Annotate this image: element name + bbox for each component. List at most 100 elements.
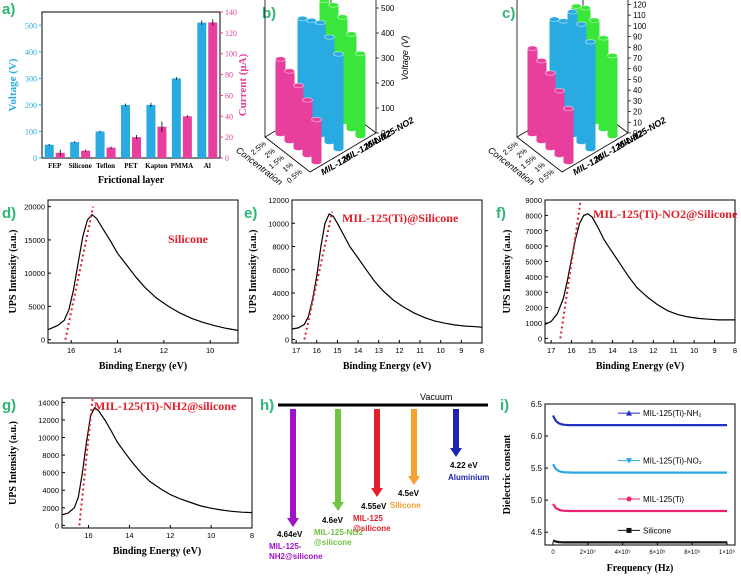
y-tick-label: 4.5 [531,528,543,537]
x-tick-label: 16 [567,346,575,355]
cylinder-body [576,24,587,143]
x-tick-label: 0 [551,550,555,556]
bar-voltage [171,78,181,158]
z-tick-label: 90 [633,33,642,42]
y2-tick-label: 80 [225,71,233,80]
series-line: MIL-125(Ti)-NO₂ [552,457,727,474]
cylinder-base [346,126,357,132]
bar-current [132,137,141,158]
cylinder-bar [284,68,295,144]
arrow-head [371,488,383,497]
y-tick-label: 0 [33,154,37,163]
series-line: Silicone [552,526,727,544]
series-axis-label: MIL-125-NO2 [363,115,416,151]
x-tick-label: 9 [712,346,716,355]
energy-value: 4.6eV [322,516,344,525]
y-tick-label: 10000 [24,269,45,278]
arrow-head [408,476,420,485]
x-tick-label: 15 [333,346,341,355]
cylinder-bar [563,105,574,165]
y2-tick-label: 20 [225,133,233,142]
cylinder-base [545,145,556,151]
cylinder-top [558,18,569,24]
panel-label: h) [260,397,274,414]
tangent-line [559,199,582,339]
y-tick-label: 20000 [24,203,45,212]
y-tick-label: 200 [25,101,37,110]
cylinder-body [355,53,366,136]
bar-voltage [121,104,130,158]
bar-current [182,116,192,158]
x-axis-label: Binding Energy (eV) [99,361,187,372]
panel-d: d) 0 5000 10000 15000 20000 16 14 12 10 Silicone Bi… [2,199,239,372]
x-tick-label: 12 [395,346,403,355]
cylinder-bar [527,45,538,137]
plot-frame [544,403,736,546]
annotation-label: MIL-125(Ti)-NO2@Silicone [593,207,738,221]
x-axis-label: Binding Energy (eV) [113,546,201,557]
cylinder-top [571,3,582,9]
arrow-shaft [335,409,341,503]
x-tick-label: 14 [354,346,362,355]
y-tick-label: 6000 [272,266,289,275]
side-wall [627,0,629,133]
plot-frame [544,199,736,344]
energy-label: NH2@silicone [269,552,323,561]
cylinder-top [333,51,344,57]
vacuum-label: Vacuum [420,392,452,402]
y-tick-label: 0 [285,336,289,345]
y-tick-label: 2000 [42,504,59,513]
legend-marker [626,527,632,533]
cylinder-base [355,133,366,139]
y-tick-label: 400 [25,48,37,57]
y-tick-label: 8000 [525,211,542,220]
bar-voltage [146,104,156,158]
y-tick-label: 4000 [272,289,289,298]
x-tick-label: 6×10⁵ [649,549,666,556]
cylinder-base [333,146,344,152]
cylinder-top [275,56,286,62]
cylinder-top [536,57,547,64]
plot-frame [47,199,239,344]
z-tick-label: 300 [381,54,395,63]
y-axis-label: UPS Intensity (a.u.) [8,421,19,505]
cylinder-body [275,59,286,134]
cylinder-base [324,139,335,145]
x-tick-label: 12 [649,346,657,355]
bar-voltage [197,22,207,159]
tangent-line [303,211,334,340]
z-tick-label: 100 [381,104,395,113]
cylinder-body [293,85,304,148]
plot-frame [61,397,253,529]
energy-level-arrow: 4.64eV MIL-125-NH2@silicone [269,409,323,561]
z-tick-label: 40 [633,86,642,95]
cylinder-body [585,41,596,149]
y-tick-label: 5000 [525,258,542,267]
energy-label: Silicone [390,501,421,510]
x-axis-label: Binding Energy (eV) [596,361,684,372]
energy-label: MIL-125- [269,542,302,551]
cylinder-top [293,82,304,89]
tangent-line [78,397,94,526]
z-tick-label: 50 [633,75,642,84]
panel-b: b)0100200300400500600Voltage (V)0.5%1%1.… [234,0,416,187]
arrow-shaft [453,409,459,449]
cylinder-body [527,48,538,134]
cylinder-top [337,14,348,20]
cylinder-base [598,126,609,132]
cylinder-bar [545,70,556,151]
y-tick-label: 5000 [28,302,45,311]
cylinder-top [324,34,335,40]
y-tick-label: 0 [538,334,542,343]
y-tick-label: 9000 [525,196,542,205]
y2-tick-label: 100 [225,50,237,59]
cylinder-top [328,2,339,8]
cylinder-base [585,146,596,152]
bar-current [106,147,116,158]
y2-tick-label: 0 [225,154,229,163]
arrow-head [450,448,462,457]
y-tick-label: 6000 [42,469,59,478]
y-tick-label: 300 [25,74,37,83]
x-tick-label: 16 [67,346,75,355]
